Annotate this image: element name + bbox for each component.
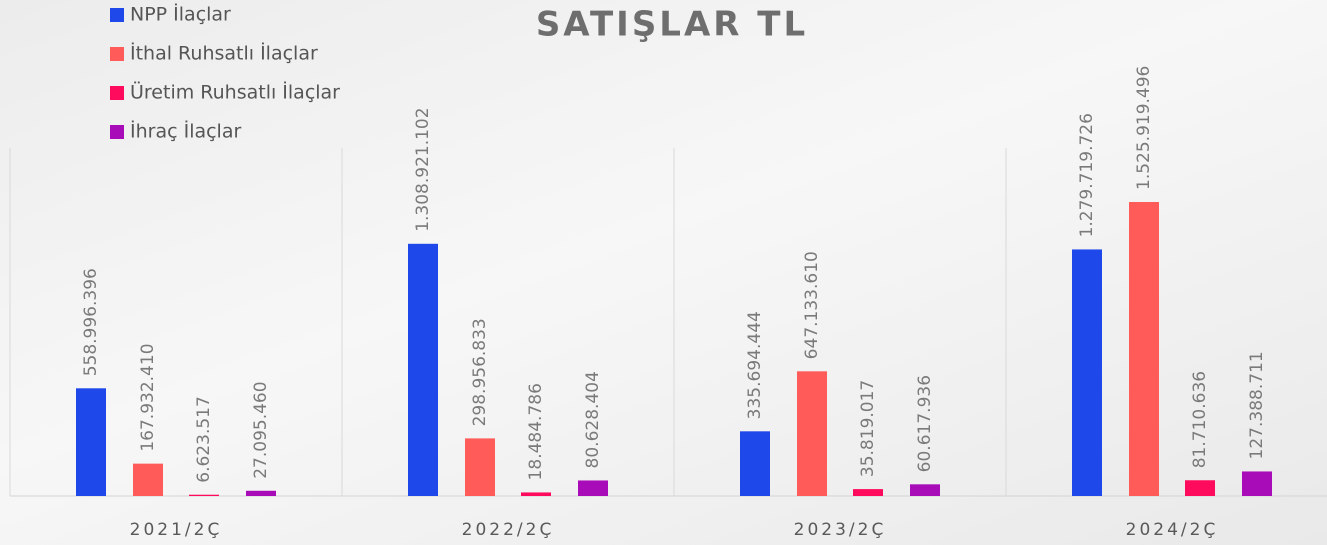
data-label: 35.819.017 [858,380,878,477]
x-tick-label: 2021/2Ç [130,520,223,540]
bar [1072,249,1102,496]
bar [797,371,827,496]
legend-label: Üretim Ruhsatlı İlaçlar [130,81,340,104]
data-label: 18.484.786 [526,383,546,480]
data-label: 1.279.719.726 [1077,113,1097,237]
data-label: 81.710.636 [1190,371,1210,468]
bar [465,438,495,496]
bar [853,489,883,496]
bar [521,492,551,496]
bar [1129,202,1159,496]
bar [133,463,163,496]
legend-swatch [110,47,124,61]
data-label: 1.525.919.496 [1134,66,1154,190]
data-label: 558.996.396 [81,268,101,376]
bar [1242,471,1272,496]
data-label: 127.388.711 [1247,351,1267,459]
bar [408,243,438,496]
legend-label: İthal Ruhsatlı İlaçlar [130,42,318,65]
legend-label: İhraç İlaçlar [130,120,241,143]
data-label: 60.617.936 [915,375,935,472]
bar [76,388,106,496]
bar [740,431,770,496]
data-label: 6.623.517 [194,396,214,483]
bar [1185,480,1215,496]
data-label: 647.133.610 [802,251,822,359]
data-label: 1.308.921.102 [413,107,433,231]
bar [189,494,219,496]
chart-title: SATIŞLAR TL [536,5,808,45]
bar [910,484,940,496]
bar [246,490,276,496]
x-tick-label: 2024/2Ç [1126,520,1219,540]
legend-label: NPP İlaçlar [130,3,231,26]
data-label: 167.932.410 [138,343,158,451]
data-label: 80.628.404 [583,371,603,468]
data-label: 335.694.444 [745,311,765,419]
legend-swatch [110,125,124,139]
legend-swatch [110,8,124,22]
data-label: 298.956.833 [470,318,490,426]
x-tick-label: 2022/2Ç [462,520,555,540]
bar [578,480,608,496]
x-tick-label: 2023/2Ç [794,520,887,540]
legend-swatch [110,86,124,100]
data-label: 27.095.460 [251,381,271,478]
